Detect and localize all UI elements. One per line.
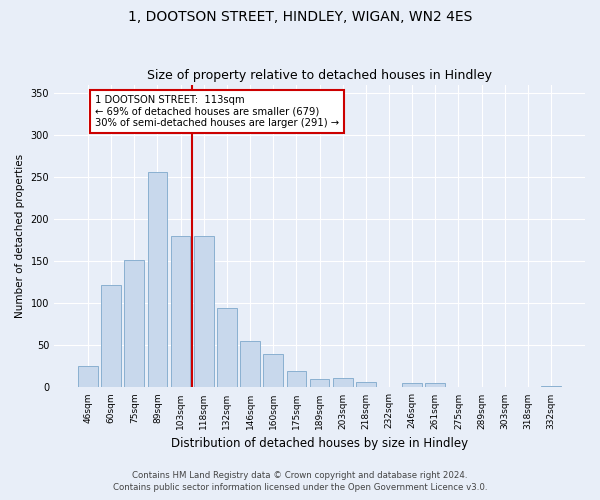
Bar xyxy=(310,379,329,388)
Bar xyxy=(263,354,283,388)
Bar xyxy=(148,172,167,388)
Bar xyxy=(124,260,144,388)
Text: 1 DOOTSON STREET:  113sqm
← 69% of detached houses are smaller (679)
30% of semi: 1 DOOTSON STREET: 113sqm ← 69% of detach… xyxy=(95,94,339,128)
Y-axis label: Number of detached properties: Number of detached properties xyxy=(15,154,25,318)
Text: Contains HM Land Registry data © Crown copyright and database right 2024.
Contai: Contains HM Land Registry data © Crown c… xyxy=(113,471,487,492)
Bar xyxy=(333,378,353,388)
Title: Size of property relative to detached houses in Hindley: Size of property relative to detached ho… xyxy=(147,69,492,82)
Bar xyxy=(171,236,190,388)
Bar xyxy=(217,308,237,388)
Bar xyxy=(402,383,422,388)
Bar xyxy=(194,236,214,388)
Bar xyxy=(78,366,98,388)
Bar xyxy=(287,370,306,388)
Bar xyxy=(101,285,121,388)
Bar xyxy=(356,382,376,388)
Bar xyxy=(541,386,561,388)
Bar xyxy=(425,383,445,388)
Text: 1, DOOTSON STREET, HINDLEY, WIGAN, WN2 4ES: 1, DOOTSON STREET, HINDLEY, WIGAN, WN2 4… xyxy=(128,10,472,24)
X-axis label: Distribution of detached houses by size in Hindley: Distribution of detached houses by size … xyxy=(171,437,468,450)
Bar xyxy=(240,341,260,388)
